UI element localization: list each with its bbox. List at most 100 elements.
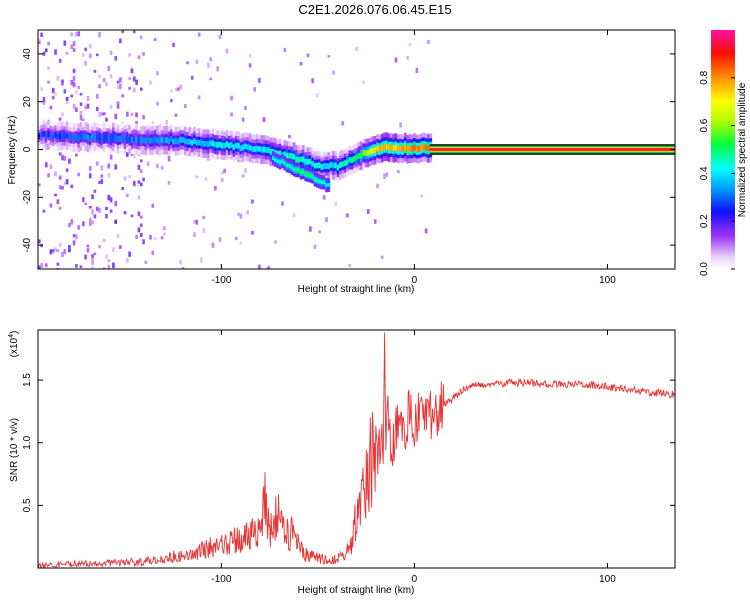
spectrogram-noise-cell bbox=[58, 242, 62, 247]
spectrogram-ridge-cell bbox=[378, 146, 382, 153]
spectrogram-noise-cell bbox=[207, 62, 210, 69]
spectrogram-ridge-cell bbox=[403, 144, 407, 150]
spectrogram-ridge-cell bbox=[327, 163, 331, 170]
spectrogram-ridge-cell bbox=[246, 144, 250, 150]
spectrogram-noise-cell bbox=[75, 107, 78, 112]
spectrogram-noise-cell bbox=[102, 112, 106, 116]
spectrogram-ridge-cell bbox=[318, 162, 321, 169]
spectrogram-noise-cell bbox=[126, 257, 129, 263]
spectrogram-noise-cell bbox=[72, 75, 76, 82]
spectrogram-ridge-cell bbox=[100, 136, 104, 143]
spectrogram-noise-cell bbox=[424, 228, 428, 234]
spectrogram-noise-cell bbox=[355, 46, 358, 51]
spectrogram-ridge-cell bbox=[61, 133, 64, 139]
snr-y-ticks: 0.5 1.0 1.5 bbox=[22, 373, 675, 512]
spectrogram-ridge-cell bbox=[427, 145, 430, 152]
spectrogram-noise-cell bbox=[230, 112, 233, 117]
figure-title: C2E1.2026.076.06.45.E15 bbox=[298, 2, 451, 17]
spectrogram-ridge-cell bbox=[329, 161, 333, 168]
spectrogram-branch-cell bbox=[302, 170, 305, 174]
spectrogram-noise-cell bbox=[114, 56, 118, 61]
spectrogram-ridge-cell bbox=[42, 131, 46, 137]
spectrogram-branch-cell bbox=[290, 165, 294, 170]
spectrogram-noise-cell bbox=[116, 104, 120, 109]
spectrogram-noise-cell bbox=[128, 175, 131, 179]
spectrogram-ridge-cell bbox=[84, 133, 87, 140]
spectrogram-noise-cell bbox=[102, 77, 106, 83]
spectrogram-noise-cell bbox=[132, 76, 136, 82]
spectrogram-noise-cell bbox=[70, 219, 74, 225]
spectrogram-noise-cell bbox=[170, 89, 173, 93]
spectrogram-noise-cell bbox=[56, 249, 60, 253]
spectrogram-noise-cell bbox=[132, 30, 136, 34]
snr-x-tick-label: 0 bbox=[412, 574, 418, 585]
spectrogram-ridge-cell bbox=[309, 158, 312, 165]
spectrogram-ridge-cell bbox=[397, 145, 400, 152]
spectrogram-noise-cell bbox=[51, 96, 55, 100]
spectrogram-noise-cell bbox=[82, 197, 85, 202]
spectrogram-ridge-cell bbox=[339, 162, 342, 168]
spectrogram-noise-cell bbox=[40, 262, 43, 269]
spectrogram-noise-cell bbox=[70, 79, 74, 86]
spectrogram-ridge-cell bbox=[82, 133, 85, 140]
spectrogram-noise-cell bbox=[283, 47, 287, 53]
spectrogram-noise-cell bbox=[299, 62, 303, 66]
spectrogram-noise-cell bbox=[54, 193, 57, 197]
spectrogram-noise-cell bbox=[95, 206, 99, 212]
spectrogram-noise-cell bbox=[40, 87, 43, 91]
spectrogram-noise-cell bbox=[151, 250, 155, 255]
spectrogram-ridge-cell bbox=[359, 152, 363, 159]
spectrogram-noise-cell bbox=[51, 249, 55, 253]
spectrogram-noise-cell bbox=[156, 71, 159, 76]
spectrogram-noise-cell bbox=[204, 176, 208, 181]
snr-x-axis-label: Height of straight line (km) bbox=[298, 585, 415, 596]
spectrogram-ridge-cell bbox=[350, 157, 354, 163]
spectrogram-noise-cell bbox=[58, 185, 62, 190]
spectrogram-ridge-cell bbox=[269, 149, 273, 155]
spectrogram-noise-cell bbox=[109, 51, 113, 55]
spectrogram-x-axis-label: Height of straight line (km) bbox=[298, 284, 415, 295]
spectrogram-noise-cell bbox=[56, 199, 60, 205]
spectrogram-noise-cell bbox=[151, 121, 155, 125]
spectrogram-ridge-cell bbox=[163, 137, 166, 144]
spectrogram-ridge-cell bbox=[415, 145, 419, 152]
spectrogram-ridge-cell bbox=[126, 134, 129, 141]
spectrogram-ridge-cell bbox=[325, 163, 328, 169]
snr-series-line bbox=[38, 332, 675, 568]
spectrogram-noise-cell bbox=[216, 66, 219, 72]
spectrogram-ridge-cell bbox=[58, 133, 62, 140]
spectrogram-noise-cell bbox=[58, 152, 62, 156]
spectrogram-ridge-cell bbox=[399, 145, 402, 152]
spectrogram-ridge-cell bbox=[75, 134, 78, 140]
spectrogram-noise-cell bbox=[288, 134, 291, 139]
spectrogram-noise-cell bbox=[126, 111, 129, 117]
spectrogram-noise-cell bbox=[79, 92, 83, 96]
spectrogram-noise-cell bbox=[130, 214, 134, 218]
spectrogram-noise-cell bbox=[58, 58, 62, 63]
spectrogram-noise-cell bbox=[65, 101, 69, 104]
spectrogram-noise-cell bbox=[42, 101, 46, 105]
snr-x-tick-label: 100 bbox=[599, 574, 616, 585]
spectrogram-noise-cell bbox=[251, 230, 254, 235]
spectrogram-noise-cell bbox=[88, 222, 92, 226]
spectrogram-noise-cell bbox=[44, 162, 48, 168]
spectrogram-ridge-cell bbox=[223, 142, 226, 149]
spectrogram-noise-cell bbox=[408, 42, 412, 46]
spectrogram-y-ticks: -40 -20 0 20 40 bbox=[22, 48, 675, 252]
spectrogram-ridge-cell bbox=[63, 133, 67, 140]
spectrogram-noise-cell bbox=[49, 105, 53, 110]
spectrogram-noise-cell bbox=[248, 53, 252, 58]
spectrogram-noise-cell bbox=[116, 85, 120, 89]
spectrogram-ridge-cell bbox=[355, 154, 358, 161]
spectrogram-noise-cell bbox=[40, 32, 43, 37]
spectrogram-noise-cell bbox=[84, 254, 87, 260]
spectrogram-noise-cell bbox=[61, 186, 64, 190]
spectrogram-branch-cell bbox=[276, 159, 280, 164]
spectrogram-ridge-cell bbox=[142, 137, 145, 144]
spectrogram-noise-cell bbox=[123, 211, 127, 215]
colorbar-ticks: 0.0 0.2 0.4 0.6 0.8 bbox=[699, 70, 735, 276]
spectrogram-noise-cell bbox=[86, 248, 90, 253]
spectrogram-ridge-cell bbox=[77, 135, 80, 141]
spectrogram-noise-cell bbox=[149, 235, 152, 240]
spectrogram-noise-cell bbox=[93, 214, 97, 219]
